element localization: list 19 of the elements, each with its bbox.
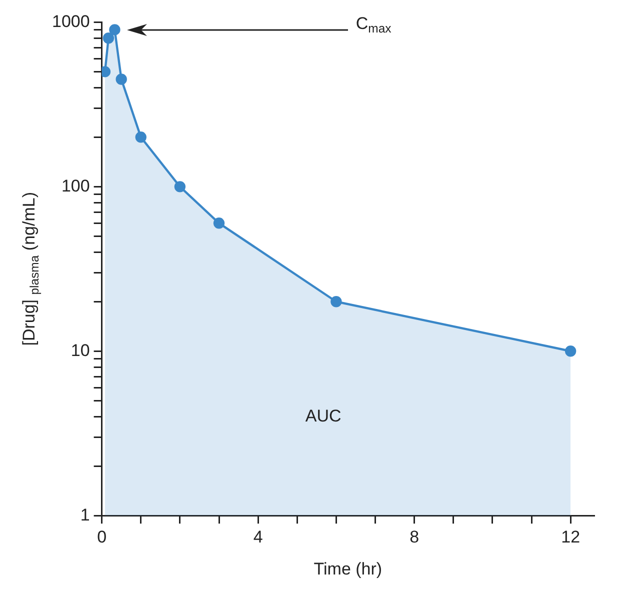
annotation: AUC <box>305 406 342 426</box>
x-tick-label: 4 <box>253 527 263 546</box>
point <box>109 24 120 36</box>
x-tick-label: 0 <box>97 527 107 546</box>
x-tick-label: 8 <box>410 527 420 546</box>
y-tick-label: 1 <box>80 505 90 524</box>
point <box>174 181 186 192</box>
y-tick-label: 10 <box>70 340 90 360</box>
y-tick-label: 1000 <box>52 12 90 31</box>
point <box>330 296 342 308</box>
point <box>116 74 127 85</box>
y-axis-title: [Drug] plasma (ng/mL) <box>20 192 42 346</box>
x-tick-label: 12 <box>561 527 580 546</box>
x-axis-title: Time (hr) <box>314 559 382 578</box>
point <box>135 132 146 143</box>
y-tick-label: 100 <box>61 176 90 196</box>
point <box>213 218 225 229</box>
point <box>102 32 114 44</box>
point <box>564 346 576 357</box>
